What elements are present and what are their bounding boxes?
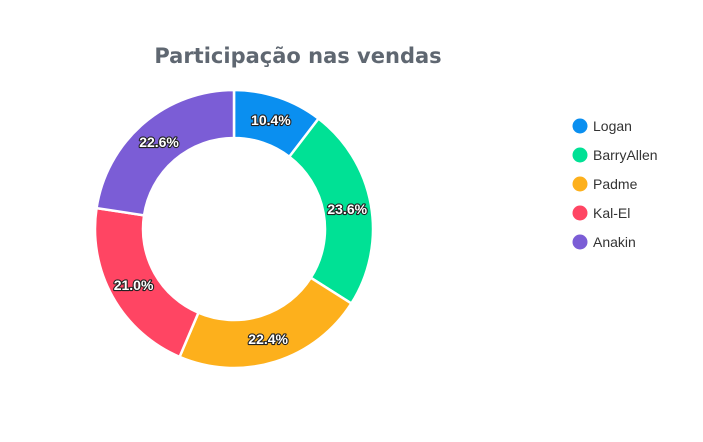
legend-item-kal-el[interactable]: Kal-El (572, 205, 631, 221)
legend-label-padme: Padme (593, 176, 638, 192)
legend-marker-anakin (572, 234, 588, 250)
chart-title: Participação nas vendas (154, 44, 441, 68)
legend-item-anakin[interactable]: Anakin (572, 234, 636, 250)
slice-anakin[interactable] (95, 88, 236, 217)
legend-marker-barryallen (572, 147, 588, 163)
legend-item-padme[interactable]: Padme (572, 176, 638, 192)
slice-padme[interactable] (177, 276, 354, 370)
legend-item-logan[interactable]: Logan (572, 118, 632, 134)
legend-label-barryallen: BarryAllen (593, 147, 658, 163)
legend-marker-logan (572, 118, 588, 134)
legend-marker-kal-el (572, 205, 588, 221)
legend-item-barryallen[interactable]: BarryAllen (572, 147, 658, 163)
legend-label-logan: Logan (593, 118, 632, 134)
legend-label-anakin: Anakin (593, 234, 636, 250)
slice-label-logan: 10.4% (251, 112, 291, 128)
legend-label-kal-el: Kal-El (593, 205, 630, 221)
slice-label-barryallen: 23.6% (327, 201, 367, 217)
legend: Logan BarryAllen Padme Kal-El Anakin (572, 118, 658, 250)
slice-label-anakin: 22.6% (139, 134, 179, 150)
donut-slices (93, 88, 375, 370)
slice-label-padme: 22.4% (248, 331, 288, 347)
slice-labels: 10.4% 23.6% 22.4% 21.0% 22.6% (113, 111, 369, 348)
legend-marker-padme (572, 176, 588, 192)
slice-label-kal-el: 21.0% (114, 277, 154, 293)
